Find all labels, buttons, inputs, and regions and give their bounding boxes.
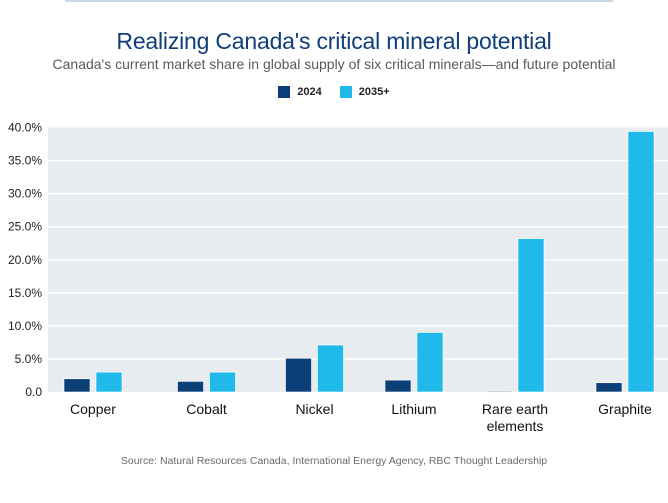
y-tick-label: 25.0% <box>8 220 42 234</box>
y-tick-label: 10.0% <box>8 319 42 333</box>
legend-item-2024[interactable]: 2024 <box>278 86 322 98</box>
legend-label: 2024 <box>297 86 322 98</box>
gridlines <box>48 159 668 360</box>
y-tick-label: 30.0% <box>8 187 42 201</box>
y-axis-ticks: 0.0 5.0% 10.0% 15.0% 20.0% 25.0% 30.0% 35.0% 40.… <box>8 121 42 400</box>
x-category-label: Lithium <box>391 401 436 417</box>
y-tick-label: 15.0% <box>8 286 42 300</box>
bar-2035-nickel[interactable] <box>317 344 344 393</box>
bar-2024-graphite[interactable] <box>595 382 623 393</box>
x-axis-labels: Copper Cobalt Nickel Lithium Rare earth eleme… <box>70 401 652 434</box>
chart-subtitle: Canada's current market share in global … <box>52 56 616 72</box>
bar-2035-graphite[interactable] <box>627 131 655 393</box>
y-tick-label: 40.0% <box>8 121 42 135</box>
bar-2024-nickel[interactable] <box>285 357 312 393</box>
y-tick-label: 20.0% <box>8 253 42 267</box>
chart-title: Realizing Canada's critical mineral pote… <box>116 28 552 54</box>
x-category-label: Graphite <box>598 401 652 417</box>
legend-swatch-2035 <box>339 86 352 98</box>
x-category-label: Rare earth elements <box>482 401 548 434</box>
legend: 2024 2035+ <box>0 86 668 98</box>
bar-2024-lithium[interactable] <box>384 379 412 393</box>
top-rule <box>65 0 613 2</box>
x-category-label: Cobalt <box>186 401 227 417</box>
bar-2035-rare-earth[interactable] <box>517 238 545 393</box>
legend-label: 2035+ <box>358 86 390 98</box>
bar-2024-rare-earth[interactable] <box>485 391 513 393</box>
x-category-label: Nickel <box>295 401 333 417</box>
legend-item-2035[interactable]: 2035+ <box>339 86 390 98</box>
y-tick-label: 5.0% <box>15 352 43 366</box>
bar-2024-cobalt[interactable] <box>177 381 204 393</box>
bars <box>63 131 655 393</box>
bar-2035-cobalt[interactable] <box>209 371 236 393</box>
source-note: Source: Natural Resources Canada, Intern… <box>120 455 548 467</box>
bar-2024-copper[interactable] <box>63 378 91 393</box>
legend-swatch-2024 <box>278 86 291 98</box>
y-tick-label: 35.0% <box>8 154 42 168</box>
x-category-label: Copper <box>70 401 116 417</box>
bar-2035-copper[interactable] <box>95 371 123 393</box>
y-tick-label: 0.0 <box>25 385 42 399</box>
bar-2035-lithium[interactable] <box>416 332 444 393</box>
